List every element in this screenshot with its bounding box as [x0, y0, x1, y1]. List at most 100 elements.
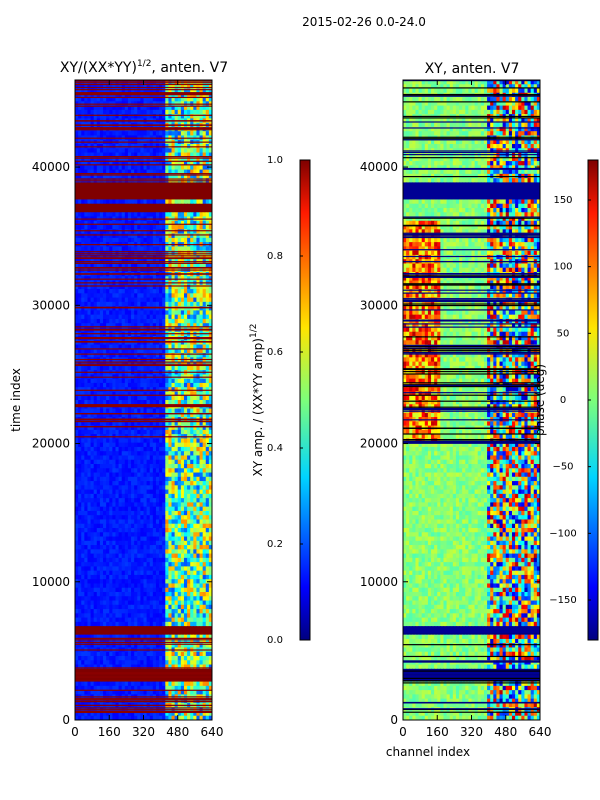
left-heatmap-cell [134, 536, 138, 542]
left-heatmap-cell [78, 233, 82, 239]
left-heatmap-cell [146, 340, 151, 346]
left-heatmap-cell [140, 310, 145, 316]
left-heatmap-cell [93, 203, 98, 209]
left-heatmap-cell [134, 421, 138, 427]
left-heatmap-cell [127, 506, 132, 512]
left-heatmap-cell [103, 165, 107, 171]
left-heatmap-cell [165, 165, 170, 171]
left-heatmap-cell [187, 391, 191, 397]
left-heatmap-cell [106, 203, 110, 209]
left-heatmap-cell [174, 169, 179, 175]
left-heatmap-cell [131, 408, 135, 414]
left-heatmap-cell [183, 246, 188, 252]
left-heatmap-cell [112, 186, 117, 192]
left-heatmap-cell [202, 344, 207, 350]
left-heatmap-cell [140, 220, 145, 226]
left-heatmap-cell [81, 451, 85, 457]
left-heatmap-cell [205, 510, 210, 516]
left-heatmap-cell [131, 301, 135, 307]
left-heatmap-cell [208, 318, 212, 324]
left-heatmap-cell [177, 348, 182, 354]
left-heatmap-cell [121, 468, 126, 474]
left-heatmap-cell [165, 306, 170, 311]
left-heatmap-cell [99, 88, 104, 94]
left-heatmap-cell [87, 400, 92, 405]
left-heatmap-cell [155, 237, 160, 243]
left-heatmap-cell [137, 340, 141, 346]
left-heatmap-cell [140, 229, 145, 235]
left-heatmap-cell [199, 515, 204, 521]
left-heatmap-cell [143, 182, 148, 188]
left-heatmap-cell [109, 131, 113, 137]
left-heatmap-cell [165, 464, 170, 469]
left-heatmap-cell [84, 131, 89, 137]
left-heatmap-cell [106, 510, 110, 516]
left-heatmap-cell [177, 186, 182, 192]
left-heatmap-cell [174, 510, 179, 516]
left-heatmap-cell [162, 250, 166, 256]
left-heatmap-cell [75, 493, 79, 499]
left-heatmap-cell [168, 506, 173, 512]
left-heatmap-cell [155, 400, 160, 405]
left-heatmap-cell [149, 472, 154, 478]
left-heatmap-cell [87, 536, 92, 542]
left-heatmap-cell [190, 528, 194, 533]
left-heatmap-cell [146, 429, 151, 435]
left-heatmap-cell [199, 220, 204, 226]
left-heatmap-cell [159, 156, 163, 162]
left-heatmap-cell [87, 348, 92, 354]
left-heatmap-cell [152, 195, 157, 201]
left-heatmap-cell [202, 481, 207, 486]
left-heatmap-cell [140, 472, 145, 478]
left-heatmap-cell [159, 545, 163, 550]
left-heatmap-cell [149, 395, 154, 401]
left-heatmap-cell [193, 553, 198, 559]
left-heatmap-cell [187, 557, 191, 563]
left-heatmap-cell [93, 344, 98, 350]
left-heatmap-cell [143, 412, 148, 418]
left-heatmap-cell [90, 468, 95, 474]
left-heatmap-cell [99, 562, 104, 567]
left-heatmap-cell [93, 301, 98, 307]
left-heatmap-cell [196, 284, 201, 290]
left-heatmap-cell [143, 310, 148, 316]
left-heatmap-cell [112, 199, 117, 205]
left-heatmap-cell [124, 182, 129, 188]
left-heatmap-cell [202, 88, 207, 94]
left-heatmap-cell [155, 323, 160, 329]
left-heatmap-cell [187, 301, 191, 307]
left-heatmap-cell [180, 489, 185, 495]
left-heatmap-cell [149, 297, 154, 303]
left-heatmap-cell [134, 481, 138, 486]
left-heatmap-cell [93, 165, 98, 171]
left-heatmap-cell [193, 212, 198, 218]
left-heatmap-cell [103, 310, 107, 316]
left-heatmap-cell [103, 318, 107, 324]
left-heatmap-cell [131, 400, 135, 405]
left-heatmap-cell [99, 105, 104, 111]
left-heatmap-cell [137, 88, 141, 94]
left-heatmap-cell [115, 97, 120, 102]
left-heatmap-cell [177, 293, 182, 299]
left-heatmap-cell [190, 233, 194, 239]
left-heatmap-cell [124, 378, 129, 384]
left-heatmap-cell [84, 186, 89, 192]
left-heatmap-cell [152, 306, 157, 311]
left-heatmap-cell [121, 489, 126, 495]
left-heatmap-cell [99, 446, 104, 452]
left-heatmap-cell [124, 515, 129, 521]
left-heatmap-cell [187, 156, 191, 162]
left-heatmap-cell [152, 536, 157, 542]
left-heatmap-cell [183, 109, 188, 115]
left-heatmap-cell [174, 425, 179, 431]
left-heatmap-cell [90, 391, 95, 397]
left-heatmap-cell [106, 395, 110, 401]
left-heatmap-cell [171, 425, 176, 431]
left-heatmap-cell [78, 438, 82, 444]
left-heatmap-cell [149, 293, 154, 299]
left-heatmap-cell [99, 476, 104, 482]
left-heatmap-cell [96, 284, 101, 290]
left-heatmap-cell [112, 212, 117, 218]
left-heatmap-cell [177, 318, 182, 324]
left-heatmap-cell [196, 199, 201, 205]
